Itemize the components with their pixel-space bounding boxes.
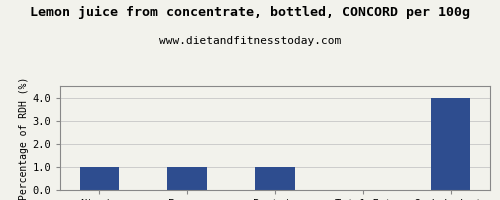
Bar <box>431 98 470 190</box>
Bar <box>80 167 119 190</box>
Bar <box>255 167 295 190</box>
Text: Lemon juice from concentrate, bottled, CONCORD per 100g: Lemon juice from concentrate, bottled, C… <box>30 6 470 19</box>
Y-axis label: Percentage of RDH (%): Percentage of RDH (%) <box>20 76 30 200</box>
Text: www.dietandfitnesstoday.com: www.dietandfitnesstoday.com <box>159 36 341 46</box>
Bar <box>168 167 207 190</box>
